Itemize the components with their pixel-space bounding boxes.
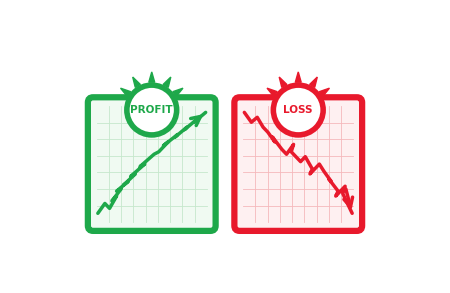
FancyBboxPatch shape	[88, 97, 216, 231]
Text: PROFIT: PROFIT	[130, 105, 173, 115]
Polygon shape	[163, 77, 171, 87]
FancyBboxPatch shape	[234, 97, 362, 231]
Polygon shape	[310, 77, 317, 87]
Polygon shape	[173, 88, 183, 96]
Polygon shape	[267, 88, 277, 96]
Polygon shape	[133, 77, 140, 87]
Circle shape	[273, 85, 323, 135]
Polygon shape	[121, 88, 130, 96]
Polygon shape	[295, 72, 301, 82]
Polygon shape	[149, 72, 155, 82]
Polygon shape	[320, 88, 329, 96]
Text: LOSS: LOSS	[284, 105, 313, 115]
Polygon shape	[279, 77, 287, 87]
Circle shape	[127, 85, 177, 135]
